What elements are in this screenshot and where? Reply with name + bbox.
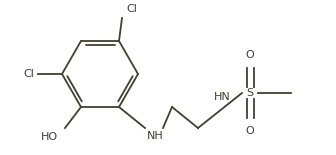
Text: NH: NH [147,131,164,141]
Text: S: S [246,88,254,98]
Text: Cl: Cl [126,4,137,14]
Text: O: O [246,126,254,136]
Text: HO: HO [41,132,58,142]
Text: O: O [246,50,254,60]
Text: HN: HN [214,93,231,102]
Text: Cl: Cl [23,69,34,79]
